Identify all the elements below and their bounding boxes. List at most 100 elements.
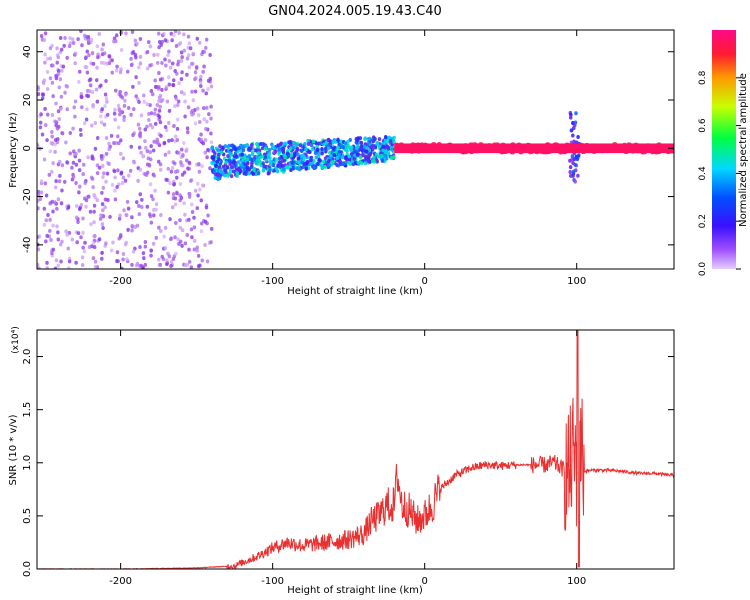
- snr-ytick-label: 0.5: [22, 508, 33, 524]
- heatmap-cell: [185, 56, 190, 61]
- heatmap-cell: [345, 148, 349, 153]
- heatmap-cell: [290, 160, 295, 165]
- heatmap-cell: [111, 240, 115, 245]
- heatmap-cell: [170, 38, 174, 43]
- heatmap-cell: [137, 212, 142, 217]
- heatmap-cell: [109, 248, 114, 253]
- heatmap-cell: [54, 101, 58, 106]
- heatmap-cell: [282, 158, 287, 163]
- heatmap-cell: [263, 155, 268, 160]
- heatmap-cell: [182, 48, 187, 53]
- snr-panel: -200 -100 0 100 0.0 0.5 1.0 1.5 2.0 Height of st…: [8, 326, 675, 596]
- heatmap-cell: [61, 64, 66, 69]
- heatmap-cell: [190, 112, 194, 117]
- heatmap-cell: [172, 123, 176, 128]
- heatmap-cell: [206, 213, 210, 218]
- heatmap-cell: [568, 115, 573, 120]
- heatmap-cell: [193, 188, 198, 193]
- heatmap-cell: [56, 230, 60, 235]
- heatmap-cell: [228, 158, 232, 163]
- heatmap-cell: [209, 226, 214, 231]
- heatmap-cell: [204, 37, 209, 42]
- heatmap-cell: [95, 65, 99, 70]
- heatmap-cell: [160, 39, 165, 44]
- heatmap-cell: [191, 51, 195, 56]
- heatmap-cell: [233, 147, 238, 152]
- heatmap-cell: [104, 179, 108, 184]
- heatmap-cell: [229, 174, 234, 179]
- snr-ytick-label: 1.5: [22, 402, 33, 418]
- heatmap-cell: [100, 190, 104, 195]
- heatmap-cell: [113, 117, 117, 122]
- heatmap-cell: [386, 146, 391, 151]
- heatmap-cell: [42, 157, 47, 162]
- heatmap-cell: [65, 107, 69, 112]
- heatmap-cell: [383, 135, 388, 140]
- heatmap-cell: [312, 165, 316, 170]
- heatmap-cell: [48, 217, 52, 222]
- heatmap-cell: [113, 175, 117, 180]
- heatmap-cell: [48, 46, 53, 51]
- heatmap-cell: [571, 133, 575, 138]
- heatmap-cell: [53, 185, 58, 190]
- colorbar-ticks: 0.0 0.2 0.4 0.6 0.8: [698, 70, 741, 276]
- heatmap-cell: [116, 103, 121, 108]
- heatmap-cell: [353, 160, 358, 165]
- heatmap-cell: [189, 227, 194, 232]
- colorbar-tick-label: 0.2: [698, 214, 708, 228]
- heatmap-cell: [261, 168, 266, 173]
- heatmap-cell: [40, 92, 45, 97]
- heatmap-cell: [86, 38, 91, 43]
- heatmap-cell: [195, 248, 199, 253]
- heatmap-cell: [117, 107, 121, 112]
- heatmap-cell: [216, 148, 220, 153]
- heatmap-cell: [203, 219, 208, 224]
- heatmap-cell: [304, 166, 308, 171]
- heatmap-cell: [304, 147, 308, 152]
- heatmap-cell: [245, 165, 250, 170]
- heatmap-cell: [203, 138, 208, 143]
- heatmap-cell: [64, 84, 68, 89]
- heatmap-cell: [149, 144, 153, 149]
- heatmap-cell: [92, 203, 97, 208]
- heatmap-cell: [125, 199, 130, 204]
- heatmap-cell: [88, 209, 93, 214]
- heatmap-cell: [190, 108, 195, 113]
- heatmap-cell: [66, 205, 71, 210]
- heatmap-cell: [251, 171, 256, 176]
- heatmap-cell: [365, 149, 369, 154]
- heatmap-cell: [130, 228, 134, 233]
- heatmap-cell: [94, 87, 99, 92]
- heatmap-cell: [320, 163, 324, 168]
- heatmap-cell: [175, 103, 180, 108]
- heatmap-cell: [137, 65, 141, 70]
- heatmap-cell: [138, 167, 143, 172]
- heatmap-cell: [129, 112, 133, 117]
- heatmap-cell: [115, 185, 119, 190]
- heatmap-cell: [95, 136, 100, 141]
- heatmap-cell: [49, 140, 54, 145]
- snr-ylabel: SNR (10 * v/v): [8, 414, 19, 485]
- heatmap-cell: [144, 145, 148, 150]
- spectrogram-xtick-label: 100: [567, 276, 586, 287]
- heatmap-cell: [101, 42, 106, 47]
- heatmap-cell: [351, 150, 356, 155]
- spectrogram-heatmap: [37, 30, 674, 269]
- heatmap-cell: [355, 152, 360, 157]
- heatmap-cell: [347, 154, 352, 159]
- heatmap-cell: [100, 47, 104, 52]
- heatmap-cell: [199, 74, 203, 79]
- heatmap-cell: [285, 151, 290, 156]
- heatmap-cell: [367, 156, 371, 161]
- heatmap-cell: [232, 159, 236, 164]
- heatmap-cell: [58, 35, 63, 40]
- heatmap-cell: [113, 197, 118, 202]
- heatmap-cell: [59, 106, 63, 111]
- heatmap-cell: [168, 181, 172, 186]
- heatmap-cell: [192, 215, 196, 220]
- heatmap-cell: [199, 132, 203, 137]
- heatmap-cell: [77, 158, 82, 163]
- heatmap-cell: [169, 31, 174, 36]
- heatmap-cell: [153, 107, 158, 112]
- heatmap-cell: [149, 248, 154, 253]
